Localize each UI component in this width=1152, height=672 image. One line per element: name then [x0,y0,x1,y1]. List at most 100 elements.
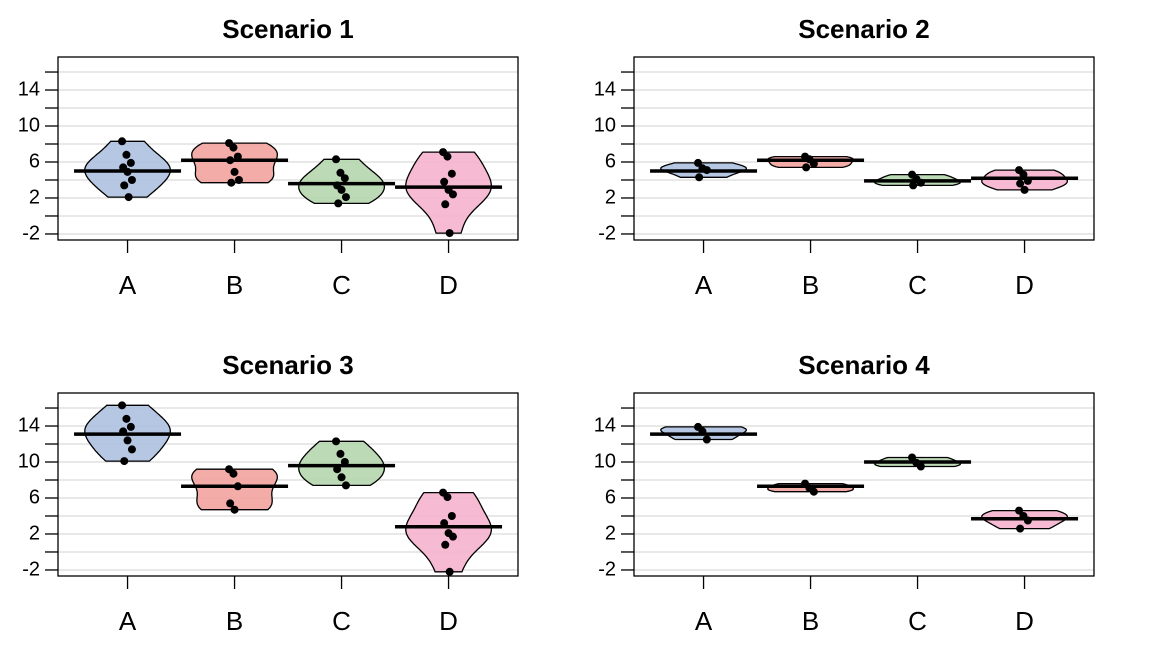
data-point [1023,176,1032,185]
y-tick-label: -2 [22,558,40,580]
data-point [337,473,346,482]
x-tick-label: B [802,606,819,636]
x-tick-label: D [1015,606,1034,636]
y-tick-label: -2 [22,222,40,244]
panel-title: Scenario 4 [798,350,930,380]
y-tick-label: 6 [605,150,616,172]
data-point [126,422,135,431]
plot-frame [57,56,519,241]
y-tick-label: 2 [605,522,616,544]
panel-title: Scenario 2 [798,14,930,44]
data-point [695,173,704,182]
y-tick-label: -2 [598,558,616,580]
data-point [448,532,457,541]
data-point [908,453,917,462]
data-point [118,137,127,146]
x-tick-label: C [908,270,927,300]
data-point [440,519,449,528]
y-tick-label: 2 [29,186,40,208]
data-point [447,169,456,178]
data-point [443,152,452,161]
data-point [909,181,918,190]
data-point [340,458,349,467]
data-point [441,200,450,209]
y-tick-label: 10 [594,114,616,136]
y-tick-label: 2 [605,186,616,208]
y-tick-label: 14 [18,414,40,436]
x-tick-label: C [332,606,351,636]
y-tick-label: -2 [598,222,616,244]
y-tick-label: 2 [29,522,40,544]
data-point [341,481,350,490]
x-tick-label: B [226,270,243,300]
data-point [333,465,342,474]
x-tick-label: B [226,606,243,636]
data-point [1023,516,1032,525]
y-tick-label: 10 [594,450,616,472]
data-point [229,143,238,152]
data-point [448,190,457,199]
data-point [809,487,818,496]
data-point [440,177,449,186]
data-point [226,156,235,165]
data-point [916,462,925,471]
data-point [1019,170,1028,179]
violin [298,158,386,205]
x-tick-label: A [119,606,137,636]
data-point [119,427,128,436]
y-tick-label: 14 [594,78,616,100]
data-point [234,175,243,184]
data-point [916,178,925,187]
y-tick-label: 10 [18,450,40,472]
y-tick-label: 6 [605,486,616,508]
data-point [124,193,133,202]
data-point [127,175,136,184]
data-point [334,199,343,208]
data-point [336,449,345,458]
violin [191,142,278,184]
data-point [127,445,136,454]
x-tick-label: D [439,270,458,300]
y-tick-label: 6 [29,150,40,172]
data-point [120,457,129,466]
data-point [802,163,811,172]
data-point [1016,524,1025,533]
data-point [229,469,238,478]
data-point [336,168,345,177]
data-point [445,567,454,576]
data-point [1020,185,1029,194]
data-point [230,167,239,176]
panel-title: Scenario 3 [222,350,354,380]
data-point [337,185,346,194]
data-point [1015,506,1024,515]
data-point [122,414,131,423]
data-point [441,540,450,549]
violin [191,468,278,511]
data-point [445,229,454,238]
y-tick-label: 6 [29,486,40,508]
data-point [698,427,707,436]
x-tick-label: A [695,270,713,300]
data-point [694,158,703,167]
x-tick-label: D [439,606,458,636]
data-point [120,181,129,190]
data-point [702,166,711,175]
data-point [230,505,239,514]
x-tick-label: C [332,270,351,300]
data-point [341,193,350,202]
data-point [226,499,235,508]
y-tick-label: 10 [18,114,40,136]
data-point [702,435,711,444]
x-tick-label: C [908,606,927,636]
x-tick-label: B [802,270,819,300]
data-point [233,152,242,161]
data-point [1016,179,1025,188]
data-point [122,150,131,159]
plot-frame [633,392,1095,577]
plot-frame [57,392,519,577]
data-point [118,401,127,410]
data-point [123,436,132,445]
data-point [227,178,236,187]
